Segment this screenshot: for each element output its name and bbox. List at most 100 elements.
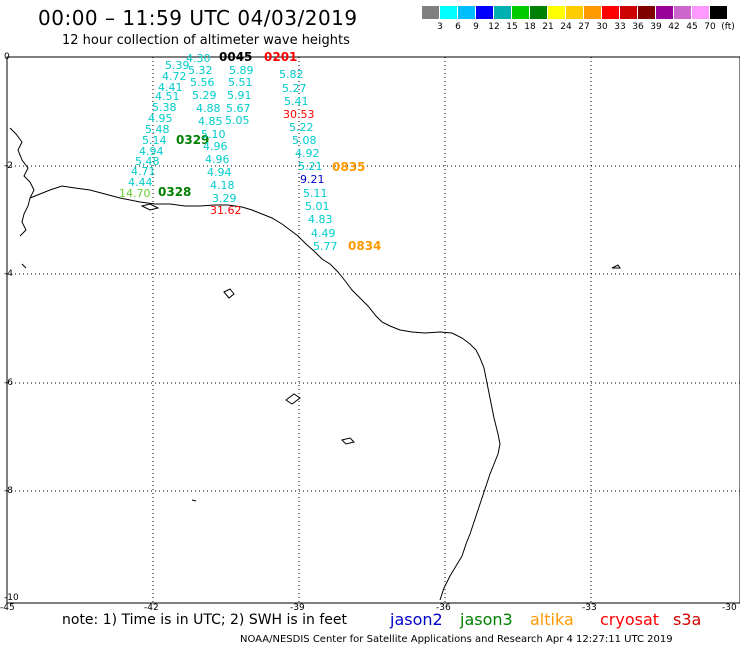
pass-label-0835: 0835 — [332, 160, 366, 174]
island-4 — [611, 264, 621, 269]
legend-label: 33 — [614, 22, 626, 32]
legend-swatch — [476, 6, 494, 19]
legend-swatch — [530, 6, 548, 19]
pass-label-0328: 0328 — [158, 185, 192, 199]
swh-value: 5.39 — [165, 59, 190, 72]
y-tick-0: 0 — [4, 52, 10, 62]
x-tick-3: -36 — [436, 603, 451, 613]
swh-value: 4.51 — [155, 90, 180, 103]
coastline — [29, 185, 501, 601]
swh-value: 5.10 — [201, 128, 226, 141]
legend-swatch — [710, 6, 728, 19]
legend-swatch — [692, 6, 710, 19]
legend-label: 18 — [524, 22, 536, 32]
legend-label: 12 — [488, 22, 500, 32]
legend-label: (ft) — [721, 22, 735, 32]
swh-value: 31.62 — [210, 204, 242, 217]
swh-value: 5.82 — [279, 68, 304, 81]
legend-swatch — [674, 6, 692, 19]
legend-swatch — [494, 6, 512, 19]
swh-value: 4.94 — [139, 145, 164, 158]
swh-value: 4.88 — [196, 102, 221, 115]
units-note: note: 1) Time is in UTC; 2) SWH is in fe… — [62, 612, 348, 628]
island-1 — [223, 288, 235, 299]
swh-value: 4.85 — [198, 115, 223, 128]
island-2 — [285, 393, 301, 405]
island-7 — [21, 263, 27, 269]
grid-lines — [7, 57, 740, 603]
legend-label: 39 — [650, 22, 662, 32]
legend-label: 45 — [686, 22, 698, 32]
satellite-altika: altika — [530, 610, 574, 629]
pass-label-0834: 0834 — [348, 239, 382, 253]
swh-value: 5.67 — [226, 102, 251, 115]
legend-swatch — [566, 6, 584, 19]
swh-value: 5.27 — [282, 82, 307, 95]
x-tick-4: -33 — [582, 603, 597, 613]
legend-label: 30 — [596, 22, 608, 32]
swh-value: 5.38 — [152, 101, 177, 114]
swh-value: 5.89 — [229, 64, 254, 77]
legend-swatch — [602, 6, 620, 19]
island-6 — [191, 499, 197, 502]
swh-value: 4.83 — [308, 213, 333, 226]
legend-swatch — [620, 6, 638, 19]
y-tick-5: -10 — [4, 593, 19, 603]
swh-value: 4.96 — [203, 140, 228, 153]
legend-label: 42 — [668, 22, 680, 32]
swh-value: 5.11 — [303, 187, 328, 200]
satellite-s3a: s3a — [673, 610, 702, 629]
page-title: 00:00 – 11:59 UTC 04/03/2019 — [38, 6, 358, 30]
satellite-jason3: jason3 — [460, 610, 513, 629]
legend-swatch — [548, 6, 566, 19]
legend-label: 21 — [542, 22, 554, 32]
swh-value: 5.41 — [284, 95, 309, 108]
swh-value: 4.71 — [131, 165, 156, 178]
legend-swatch — [458, 6, 476, 19]
footer-credit: NOAA/NESDIS Center for Satellite Applica… — [240, 634, 673, 645]
color-legend — [422, 6, 728, 19]
swh-value: 5.77 — [313, 240, 338, 253]
legend-label: 9 — [473, 22, 479, 32]
legend-swatch — [422, 6, 440, 19]
swh-value: 3.29 — [212, 192, 237, 205]
satellite-jason2: jason2 — [390, 610, 443, 629]
swh-value: 5.21 — [298, 160, 323, 173]
swh-value: 4.96 — [205, 153, 230, 166]
color-legend-labels: 3 6 9 12 15 18 21 24 27 30 33 36 39 42 45 70 (ft) — [422, 22, 740, 34]
swh-value: 5.91 — [227, 89, 252, 102]
legend-label: 24 — [560, 22, 572, 32]
swh-value: 5.48 — [145, 123, 170, 136]
legend-label: 6 — [455, 22, 461, 32]
y-tick-4: -8 — [4, 486, 13, 496]
page-subtitle: 12 hour collection of altimeter wave hei… — [62, 33, 350, 48]
swh-value: 30.53 — [283, 108, 315, 121]
swh-value: 5.29 — [192, 89, 217, 102]
legend-label: 3 — [437, 22, 443, 32]
legend-label: 70 — [704, 22, 716, 32]
legend-swatch — [638, 6, 656, 19]
y-tick-1: -2 — [4, 161, 13, 171]
x-tick-2: -39 — [290, 603, 305, 613]
swh-value: 4.18 — [210, 179, 235, 192]
swh-value: 5.22 — [289, 121, 314, 134]
swh-value: 5.51 — [228, 76, 253, 89]
swh-value: 4.41 — [158, 81, 183, 94]
y-tick-3: -6 — [4, 378, 13, 388]
swh-value: 9.21 — [300, 173, 325, 186]
coastline-left-segment — [9, 127, 35, 237]
island-5 — [140, 203, 160, 211]
pass-label-0201: 0201 — [264, 50, 298, 64]
legend-swatch — [584, 6, 602, 19]
swh-value: 5.14 — [142, 134, 167, 147]
legend-swatch — [440, 6, 458, 19]
swh-value: 4.95 — [148, 112, 173, 125]
legend-label: 36 — [632, 22, 644, 32]
swh-value: 5.56 — [190, 76, 215, 89]
y-tick-2: -4 — [4, 269, 13, 279]
island-3 — [341, 437, 355, 445]
swh-value: 4.94 — [207, 166, 232, 179]
swh-value: 5.32 — [188, 64, 213, 77]
satellite-cryosat: cryosat — [600, 610, 660, 629]
